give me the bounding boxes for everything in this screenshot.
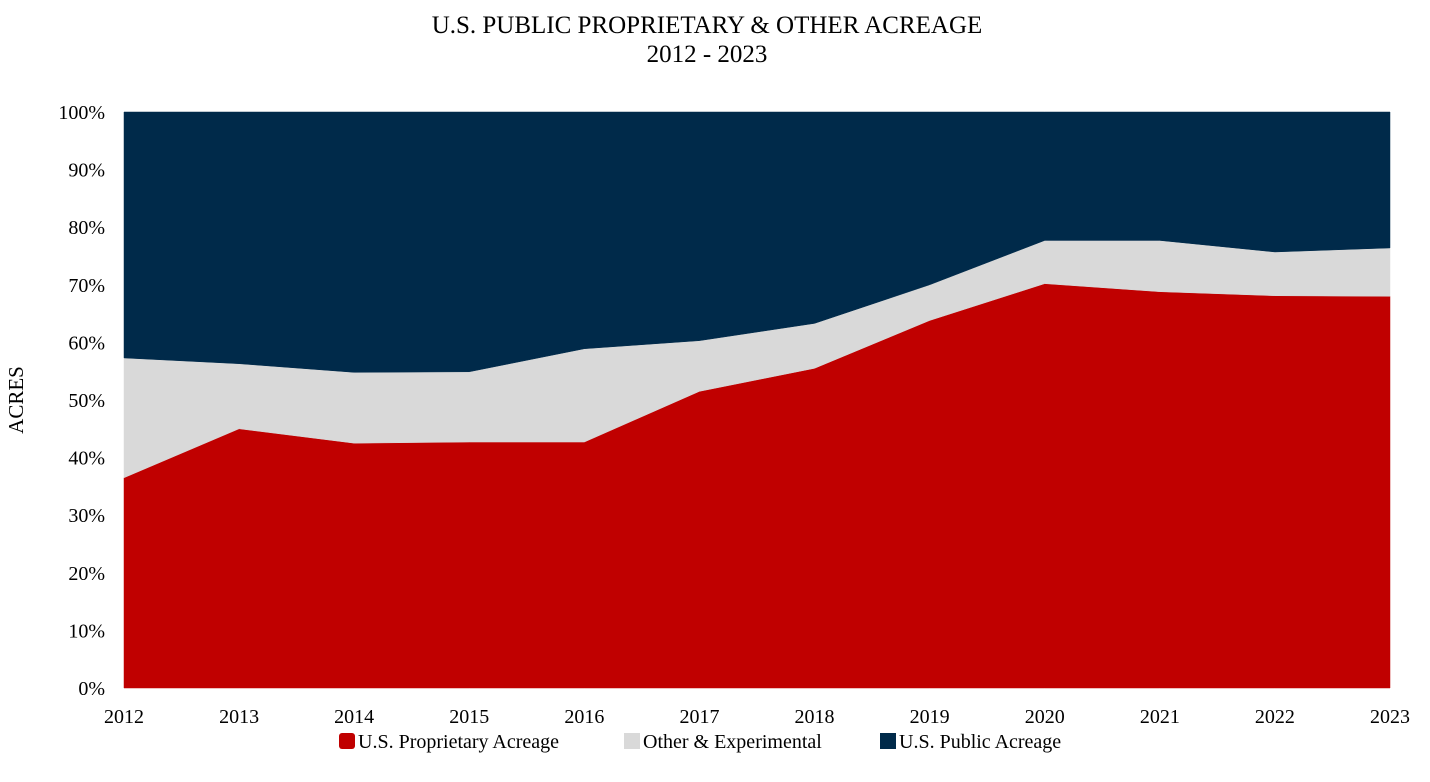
x-tick-label: 2013 [219, 706, 259, 728]
y-tick-label: 70% [68, 275, 105, 297]
y-tick-label: 100% [58, 102, 105, 124]
legend-label-0: U.S. Proprietary Acreage [358, 731, 559, 753]
x-tick-label: 2012 [104, 706, 144, 728]
legend-label-1: Other & Experimental [643, 731, 822, 753]
y-tick-label: 90% [68, 160, 105, 182]
y-tick-label: 60% [68, 332, 105, 354]
y-tick-label: 10% [68, 620, 105, 642]
y-tick-label: 30% [68, 505, 105, 527]
x-tick-label: 2017 [679, 706, 719, 728]
x-tick-label: 2018 [795, 706, 835, 728]
x-tick-label: 2015 [449, 706, 489, 728]
x-tick-label: 2023 [1370, 706, 1410, 728]
y-tick-label: 20% [68, 563, 105, 585]
legend-swatch-0 [339, 733, 355, 749]
y-axis-title: ACRES [4, 366, 28, 434]
x-tick-label: 2016 [564, 706, 604, 728]
legend: U.S. Proprietary Acreage Other & Experime… [339, 731, 1061, 753]
x-tick-label: 2014 [334, 706, 374, 728]
x-tick-label: 2019 [910, 706, 950, 728]
chart-title: U.S. PUBLIC PROPRIETARY & OTHER ACREAGE [432, 12, 983, 39]
x-axis-ticks: 2012 2013 2014 2015 2016 2017 2018 2019 2020 2021… [104, 706, 1410, 728]
areas-layer [123, 111, 1391, 689]
legend-label-2: U.S. Public Acreage [899, 731, 1061, 753]
y-axis-ticks: 0% 10% 20% 30% 40% 50% 60% 70% 80% 90% 100% [58, 102, 105, 700]
chart-subtitle: 2012 - 2023 [647, 41, 768, 68]
x-tick-label: 2021 [1140, 706, 1180, 728]
area-series-2 [123, 111, 1391, 373]
y-tick-label: 80% [68, 217, 105, 239]
x-tick-label: 2022 [1255, 706, 1295, 728]
y-tick-label: 0% [78, 678, 105, 700]
legend-swatch-1 [624, 733, 640, 749]
y-tick-label: 50% [68, 390, 105, 412]
x-tick-label: 2020 [1025, 706, 1065, 728]
y-tick-label: 40% [68, 448, 105, 470]
legend-swatch-2 [880, 733, 896, 749]
